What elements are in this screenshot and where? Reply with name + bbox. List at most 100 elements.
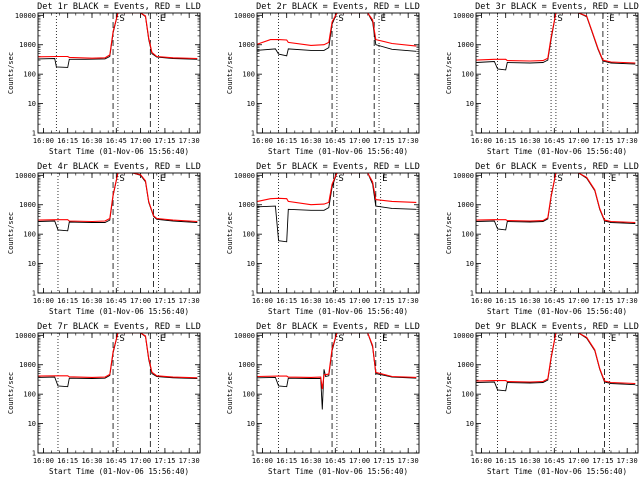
y-tick-label: 1000 (238, 361, 255, 369)
y-axis-label: Counts/sec (226, 212, 234, 254)
panel-title: Det 4r BLACK = Events, RED = LLD (37, 162, 201, 172)
series-line-lld (257, 173, 417, 206)
x-tick-label: 17:15 (154, 457, 175, 465)
detector-panel-7: Det 7r BLACK = Events, RED = LLD Counts/s… (7, 322, 201, 476)
series-line-events (257, 333, 417, 410)
x-tick-label: 16:45 (106, 137, 127, 145)
detector-panel-4: Det 4r BLACK = Events, RED = LLD Counts/s… (7, 162, 201, 316)
marker-label: E (611, 334, 616, 344)
plot-frame (37, 12, 201, 134)
x-tick-label: 17:00 (568, 457, 589, 465)
x-tick-label: 16:30 (519, 457, 540, 465)
y-axis-label: Counts/sec (445, 372, 453, 414)
x-tick-label: 17:00 (568, 297, 589, 305)
x-tick-label: 17:15 (592, 457, 613, 465)
detector-panel-3: Det 3r BLACK = Events, RED = LLD Counts/s… (445, 2, 639, 156)
panel-title: Det 6r BLACK = Events, RED = LLD (475, 162, 639, 172)
y-tick-label: 100 (461, 71, 474, 79)
y-tick-label: 10 (247, 420, 255, 428)
series-line-lld (476, 173, 636, 224)
x-tick-label: 16:00 (252, 297, 273, 305)
y-tick-label: 10000 (234, 172, 255, 180)
marker-label: E (381, 14, 386, 24)
y-axis-label: Counts/sec (7, 52, 15, 94)
panel-title: Det 7r BLACK = Events, RED = LLD (37, 322, 201, 332)
plot-frame (475, 12, 639, 134)
y-tick-label: 100 (23, 71, 36, 79)
x-tick-label: 17:15 (592, 137, 613, 145)
x-tick-label: 17:00 (349, 137, 370, 145)
x-tick-label: 16:15 (495, 457, 516, 465)
x-tick-label: 17:15 (373, 137, 394, 145)
y-tick-label: 10 (466, 420, 474, 428)
detector-panel-8: Det 8r BLACK = Events, RED = LLD Counts/s… (226, 322, 420, 476)
x-tick-label: 16:45 (544, 137, 565, 145)
x-tick-label: 16:30 (81, 137, 102, 145)
y-tick-label: 1000 (238, 41, 255, 49)
panel-title: Det 5r BLACK = Events, RED = LLD (256, 162, 420, 172)
x-tick-label: 16:45 (106, 457, 127, 465)
y-tick-label: 10000 (15, 172, 36, 180)
x-tick-label: 16:00 (471, 297, 492, 305)
x-tick-label: 17:00 (568, 137, 589, 145)
y-tick-label: 1000 (457, 361, 474, 369)
y-tick-label: 1000 (19, 41, 36, 49)
y-tick-label: 1000 (19, 361, 36, 369)
x-tick-label: 17:15 (592, 297, 613, 305)
x-tick-label: 16:15 (57, 137, 78, 145)
detector-panel-5: Det 5r BLACK = Events, RED = LLD Counts/s… (226, 162, 420, 316)
x-tick-label: 17:15 (154, 297, 175, 305)
plot-frame (256, 332, 420, 454)
x-tick-label: 16:00 (471, 457, 492, 465)
x-tick-label: 17:30 (617, 457, 638, 465)
y-axis-label: Counts/sec (226, 52, 234, 94)
x-tick-label: 17:30 (617, 297, 638, 305)
marker-label: E (160, 174, 165, 184)
y-tick-label: 100 (242, 391, 255, 399)
y-tick-label: 10000 (453, 12, 474, 20)
series-line-lld (476, 13, 636, 64)
x-axis-label: Start Time (01-Nov-06 15:56:40) (268, 467, 408, 476)
marker-label: S (557, 174, 562, 184)
y-tick-label: 10 (28, 260, 36, 268)
x-tick-label: 17:30 (398, 457, 419, 465)
x-tick-label: 17:30 (179, 457, 200, 465)
y-tick-label: 1 (32, 290, 36, 298)
x-tick-label: 17:30 (179, 137, 200, 145)
marker-label: S (557, 334, 562, 344)
y-tick-label: 10000 (453, 172, 474, 180)
x-tick-label: 17:00 (349, 297, 370, 305)
x-tick-label: 16:45 (544, 297, 565, 305)
marker-label: S (338, 14, 343, 24)
x-tick-label: 17:30 (398, 297, 419, 305)
y-tick-label: 10000 (15, 332, 36, 340)
plot-frame (256, 172, 420, 294)
series-line-lld (38, 333, 198, 379)
y-tick-label: 10 (28, 420, 36, 428)
y-tick-label: 100 (461, 391, 474, 399)
series-line-events (38, 173, 198, 232)
plot-frame (475, 332, 639, 454)
y-tick-label: 100 (242, 71, 255, 79)
x-tick-label: 16:00 (33, 137, 54, 145)
y-axis-label: Counts/sec (445, 52, 453, 94)
y-tick-label: 1000 (238, 201, 255, 209)
marker-label: S (119, 174, 124, 184)
plot-frame (256, 12, 420, 134)
y-tick-label: 10000 (234, 332, 255, 340)
series-line-lld (257, 333, 417, 390)
y-tick-label: 1 (470, 130, 474, 138)
y-tick-label: 10 (466, 260, 474, 268)
x-axis-label: Start Time (01-Nov-06 15:56:40) (268, 307, 408, 316)
y-tick-label: 1 (251, 290, 255, 298)
marker-label: E (609, 14, 614, 24)
panel-title: Det 2r BLACK = Events, RED = LLD (256, 2, 420, 12)
marker-label: S (338, 174, 343, 184)
x-tick-label: 16:15 (495, 297, 516, 305)
x-tick-label: 16:45 (325, 457, 346, 465)
y-tick-label: 10 (28, 100, 36, 108)
y-axis-label: Counts/sec (7, 212, 15, 254)
panel-title: Det 9r BLACK = Events, RED = LLD (475, 322, 639, 332)
x-tick-label: 17:15 (373, 457, 394, 465)
